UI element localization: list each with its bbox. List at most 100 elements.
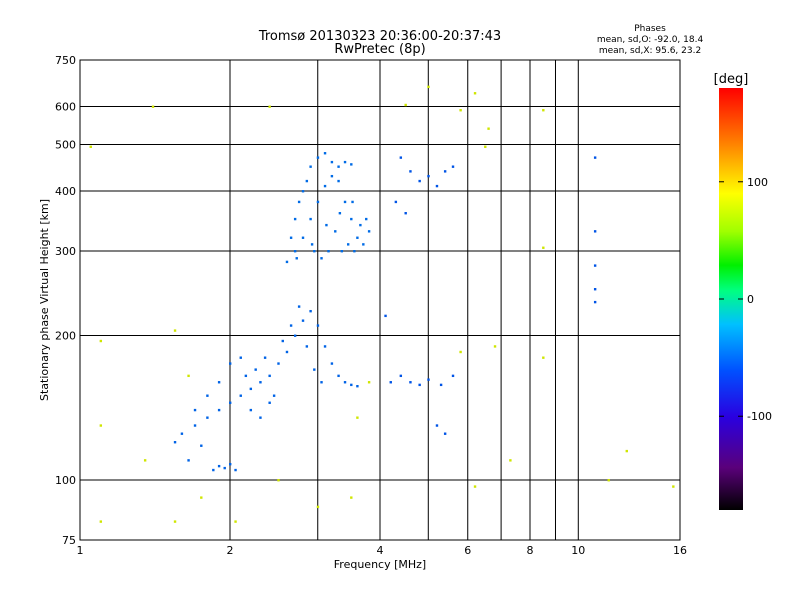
data-point: [593, 156, 597, 159]
data-point: [334, 230, 337, 233]
data-point: [193, 408, 197, 412]
data-point: [394, 200, 398, 204]
y-axis-ticks: 75 100 200 300 400 500 600 750: [55, 54, 76, 547]
data-point: [365, 217, 368, 221]
data-point: [187, 374, 190, 378]
x-tick-label: 16: [673, 544, 687, 557]
data-point: [384, 314, 387, 318]
data-point: [493, 345, 497, 348]
phases-o-stats: mean, sd,O: -92.0, 18.4: [597, 35, 704, 45]
data-point: [313, 368, 316, 371]
data-point: [309, 309, 312, 313]
data-point: [427, 85, 430, 89]
data-point: [427, 378, 430, 381]
data-point: [212, 468, 215, 472]
data-point: [327, 250, 330, 253]
data-point: [427, 174, 430, 178]
data-point: [187, 459, 190, 462]
y-tick-label: 75: [62, 534, 76, 547]
data-point: [337, 165, 340, 168]
data-point: [173, 441, 177, 444]
data-point: [625, 449, 628, 453]
data-point: [359, 223, 362, 227]
data-point: [193, 424, 197, 427]
data-point: [217, 381, 221, 384]
data-point: [404, 212, 407, 215]
data-point: [295, 257, 298, 260]
data-point: [89, 145, 92, 149]
data-point: [320, 257, 323, 260]
y-tick-label: 100: [55, 474, 76, 487]
data-point: [362, 243, 365, 246]
data-point: [346, 243, 350, 246]
data-point: [542, 246, 545, 249]
data-point: [316, 156, 320, 159]
data-point: [180, 432, 184, 435]
data-point: [451, 165, 455, 168]
data-point: [313, 250, 316, 253]
data-point: [409, 170, 412, 173]
chart-subtitle: RwPretec (8p): [334, 42, 425, 57]
data-point: [418, 383, 421, 387]
data-point: [305, 345, 309, 348]
data-point: [151, 105, 155, 108]
x-tick-label: 1: [77, 544, 84, 557]
data-point: [459, 109, 462, 112]
data-point: [593, 264, 597, 267]
data-point: [340, 250, 344, 253]
x-tick-label: 2: [227, 544, 234, 557]
y-tick-label: 600: [55, 101, 76, 114]
data-point: [289, 236, 293, 239]
data-point: [293, 217, 297, 221]
data-point: [234, 520, 237, 523]
data-point: [323, 184, 327, 188]
data-point: [301, 190, 305, 193]
data-point: [593, 300, 597, 304]
data-point: [297, 305, 301, 308]
data-point: [249, 408, 253, 412]
data-point: [418, 179, 421, 183]
data-point: [217, 408, 221, 412]
data-point: [330, 362, 334, 365]
data-point: [239, 356, 242, 359]
data-point: [239, 394, 242, 397]
data-point: [309, 165, 312, 168]
colorbar: [deg] 100 0 -100: [714, 72, 772, 510]
data-point: [350, 496, 353, 499]
x-tick-label: 4: [377, 544, 384, 557]
data-point: [316, 200, 320, 204]
data-point: [338, 212, 342, 215]
data-point: [435, 424, 439, 427]
data-point: [343, 381, 347, 384]
data-point: [350, 383, 353, 387]
data-point: [297, 200, 301, 204]
data-point: [254, 368, 257, 371]
data-point: [473, 485, 477, 488]
data-point: [173, 520, 177, 523]
y-tick-label: 300: [55, 245, 76, 258]
data-point: [409, 381, 412, 384]
data-point: [459, 350, 462, 354]
data-point: [343, 160, 347, 164]
data-point: [509, 459, 512, 462]
data-point: [435, 184, 439, 188]
y-tick-label: 500: [55, 139, 76, 152]
y-tick-label: 400: [55, 185, 76, 198]
data-point: [249, 387, 253, 391]
data-point: [229, 401, 232, 404]
data-point: [451, 374, 455, 378]
colorbar-tick-label: 0: [747, 293, 754, 306]
data-point: [217, 464, 221, 468]
data-point: [289, 324, 293, 327]
data-point: [337, 179, 340, 183]
data-point: [320, 381, 323, 384]
data-point: [99, 339, 103, 343]
colorbar-tick-label: 100: [747, 176, 768, 189]
data-point: [268, 401, 271, 404]
data-point: [356, 384, 359, 388]
data-point: [99, 520, 103, 523]
data-point: [487, 127, 490, 130]
data-point: [272, 394, 276, 397]
data-point: [310, 243, 314, 246]
